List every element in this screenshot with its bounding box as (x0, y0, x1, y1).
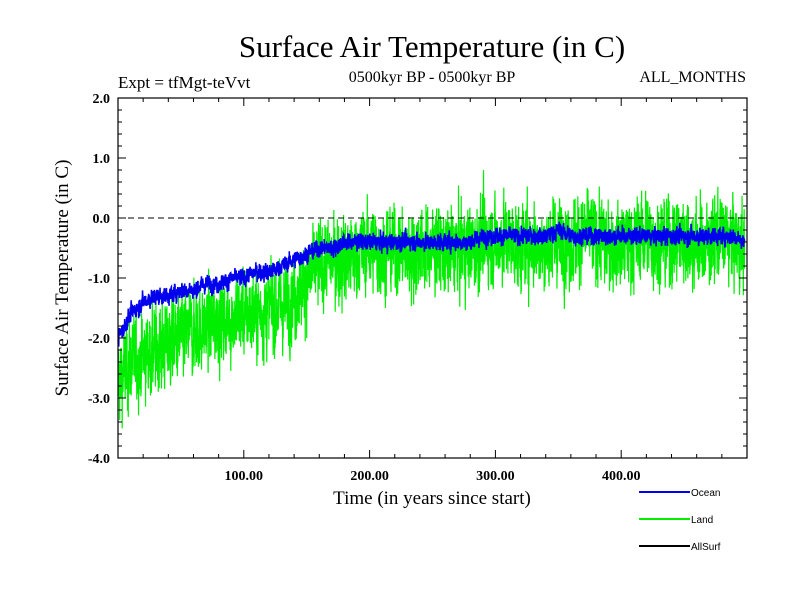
x-tick-label: 300.00 (476, 469, 515, 484)
y-tick-label: 1.0 (93, 152, 111, 167)
y-tick-label: -1.0 (88, 272, 110, 287)
y-tick-label: -2.0 (88, 332, 110, 347)
x-tick-label: 200.00 (350, 469, 389, 484)
legend-label-allsurf: AllSurf (691, 542, 721, 553)
y-tick-label: 0.0 (93, 212, 111, 227)
x-tick-label: 400.00 (602, 469, 641, 484)
legend: Ocean Land AllSurf (639, 488, 721, 553)
chart-subtitle-left: Expt = tfMgt-teVvt (118, 73, 251, 92)
x-axis-label: Time (in years since start) (333, 488, 531, 509)
chart-title: Surface Air Temperature (in C) (239, 29, 625, 64)
plot-frame (117, 97, 748, 459)
chart-subtitle-right: ALL_MONTHS (639, 69, 746, 86)
legend-label-land: Land (691, 515, 713, 526)
series-layer (118, 170, 746, 429)
y-tick-label: -3.0 (88, 392, 110, 407)
y-tick-label: -4.0 (88, 452, 110, 467)
series-line-land (118, 170, 746, 429)
axis-ticks: -4.0 -3.0 -2.0 -1.0 0.0 1.0 2.0 100.00 200.00 300… (88, 92, 747, 484)
chart-subtitle-center: 0500kyr BP - 0500kyr BP (349, 69, 516, 86)
series-line-ocean (118, 221, 746, 347)
x-tick-label: 100.00 (225, 469, 264, 484)
y-tick-label: 2.0 (93, 92, 111, 107)
legend-label-ocean: Ocean (691, 488, 720, 499)
y-axis-label: Surface Air Temperature (in C) (52, 160, 73, 397)
